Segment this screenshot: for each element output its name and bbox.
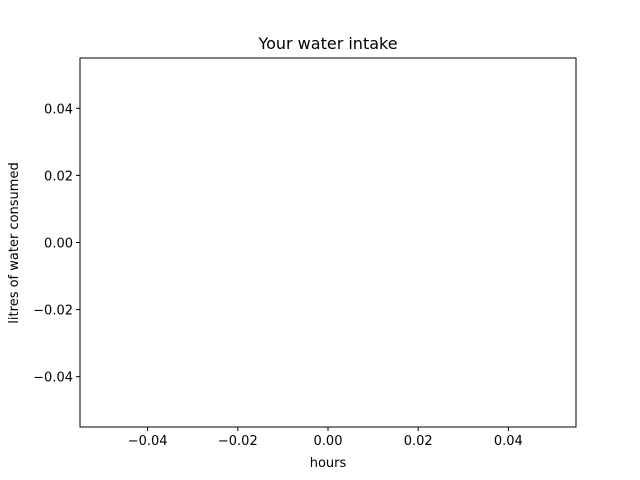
x-tick-label: 0.00	[314, 434, 343, 449]
y-tick-label: 0.00	[44, 237, 73, 252]
x-tick-label: 0.02	[404, 434, 433, 449]
x-axis-label: hours	[310, 456, 347, 471]
x-tick-label: −0.02	[218, 434, 258, 449]
chart-title: Your water intake	[257, 34, 397, 53]
x-tick-label: 0.04	[494, 434, 523, 449]
x-axis-ticks: −0.04 −0.02 0.00 0.02 0.04	[128, 427, 523, 449]
plot-background	[80, 58, 576, 427]
y-tick-label: −0.02	[33, 304, 73, 319]
plot-frame	[79, 57, 577, 428]
y-tick-label: −0.04	[33, 371, 73, 386]
y-tick-label: 0.02	[44, 169, 73, 184]
plot-area	[80, 58, 576, 427]
y-axis-label: litres of water consumed	[7, 162, 22, 323]
y-axis-ticks: −0.04 −0.02 0.00 0.02 0.04	[33, 102, 80, 386]
y-tick-label: 0.04	[44, 102, 73, 117]
x-tick-label: −0.04	[128, 434, 168, 449]
